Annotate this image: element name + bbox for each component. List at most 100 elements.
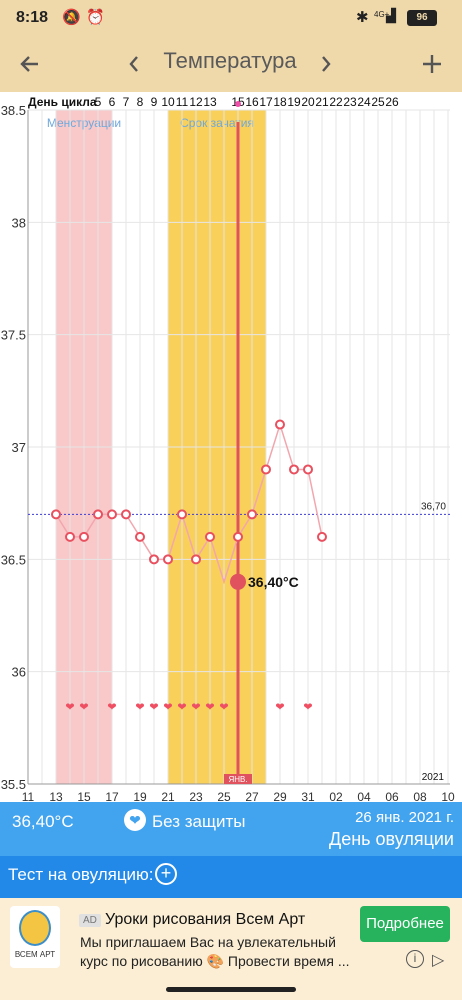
heart-icon: ❤ xyxy=(107,700,116,713)
x-tick-label: 25 xyxy=(217,790,231,802)
cycle-day-label: 17 xyxy=(259,95,273,109)
status-bar: 8:18 🔕 ⏰ ✱ 4G+ ▟ 96 xyxy=(0,0,462,38)
temperature-point xyxy=(317,531,327,542)
cycle-day-label: 11 xyxy=(176,95,189,109)
cycle-day-label: 22 xyxy=(329,95,343,109)
ad-logo-text: ВСЕМ АРТ xyxy=(14,950,56,959)
arrow-left-icon xyxy=(20,56,38,72)
temperature-point xyxy=(177,509,187,520)
heart-icon: ❤ xyxy=(149,700,158,713)
y-tick-label: 37 xyxy=(12,440,26,455)
toolbar: Температура xyxy=(0,38,462,92)
ad-logo: ВСЕМ АРТ xyxy=(10,906,60,968)
x-tick-label: 21 xyxy=(161,790,175,802)
x-tick-label: 02 xyxy=(329,790,343,802)
temperature-chart[interactable]: Менструации Срок зачатия38.53837.53736.53… xyxy=(0,92,462,802)
temperature-point xyxy=(247,509,257,520)
add-button[interactable] xyxy=(416,44,448,84)
temperature-point xyxy=(149,554,159,565)
ad-banner[interactable]: ВСЕМ АРТ AD Уроки рисования Всем Арт Мы … xyxy=(0,898,462,978)
temperature-point xyxy=(65,531,75,542)
ad-body: Мы приглашаем Вас на увлекательный курс … xyxy=(80,934,350,969)
temperature-point xyxy=(121,509,131,520)
selected-point-label: 36,40°C xyxy=(248,574,299,590)
ad-title: Уроки рисования Всем Арт xyxy=(105,911,306,928)
temperature-point xyxy=(51,509,61,520)
cycle-day-header: День цикла xyxy=(28,95,97,109)
cycle-day-label: 26 xyxy=(385,95,399,109)
temperature-point xyxy=(275,419,285,430)
x-tick-label: 17 xyxy=(105,790,119,802)
ad-cta-button[interactable]: Подробнее xyxy=(360,906,450,942)
bluetooth-icon: ✱ xyxy=(356,9,369,26)
navigation-bar xyxy=(0,978,462,1000)
temperature-point xyxy=(205,531,215,542)
heart-icon: ❤ xyxy=(135,700,144,713)
temperature-point xyxy=(163,554,173,565)
temperature-point xyxy=(191,554,201,565)
day-info-bar[interactable]: 36,40°C ❤ Без защиты 26 янв. 2021 г. Ден… xyxy=(0,802,462,856)
signal-icon: ▟ xyxy=(386,8,396,23)
mute-icon: 🔕 xyxy=(62,9,81,26)
ad-tag: AD xyxy=(79,914,101,927)
next-period-button[interactable] xyxy=(312,44,340,84)
x-tick-label: 23 xyxy=(189,790,203,802)
home-indicator[interactable] xyxy=(166,987,296,992)
x-tick-label: 27 xyxy=(245,790,259,802)
x-tick-label: 04 xyxy=(357,790,371,802)
chevron-right-icon xyxy=(322,56,331,72)
heart-icon: ❤ xyxy=(275,700,284,713)
year-label: 2021 xyxy=(422,772,445,783)
prev-period-button[interactable] xyxy=(120,44,148,84)
x-tick-label: 13 xyxy=(49,790,63,802)
y-tick-label: 35.5 xyxy=(1,777,26,792)
selected-point xyxy=(230,573,246,590)
chevron-left-icon xyxy=(129,56,138,72)
cycle-day-label: 9 xyxy=(151,95,158,109)
ad-logo-image xyxy=(19,910,51,946)
cycle-day-label: 13 xyxy=(203,95,217,109)
battery-icon: 96 xyxy=(407,10,437,26)
page-title: Температура xyxy=(163,48,297,73)
heart-icon: ❤ xyxy=(124,809,146,831)
coverline-label: 36,70 xyxy=(421,501,446,512)
y-tick-label: 36.5 xyxy=(1,552,26,567)
temperature-point xyxy=(135,531,145,542)
day-status: День овуляции xyxy=(329,829,454,849)
cycle-day-label: 23 xyxy=(343,95,357,109)
today-dot xyxy=(235,101,241,107)
info-icon[interactable]: i xyxy=(406,950,424,968)
temperature-point xyxy=(93,509,103,520)
temperature-point xyxy=(289,464,299,475)
month-marker-bg xyxy=(224,774,252,784)
heart-icon: ❤ xyxy=(219,700,228,713)
x-tick-label: 08 xyxy=(413,790,427,802)
y-tick-label: 38 xyxy=(12,215,26,230)
adchoices-icon[interactable]: ▷ xyxy=(432,952,445,969)
network-label: 4G+ xyxy=(374,10,390,19)
temperature-point xyxy=(303,464,313,475)
cycle-day-label: 16 xyxy=(245,95,259,109)
status-time: 8:18 xyxy=(16,9,49,26)
temperature-point xyxy=(233,531,243,542)
cycle-day-label: 19 xyxy=(287,95,301,109)
ovulation-test-label: Тест на овуляцию: xyxy=(8,865,154,884)
cycle-day-label: 8 xyxy=(137,95,144,109)
add-test-button[interactable]: + xyxy=(155,863,177,885)
back-button[interactable] xyxy=(12,44,48,84)
cycle-day-label: 5 xyxy=(95,95,102,109)
y-tick-label: 38.5 xyxy=(1,103,26,118)
x-tick-label: 19 xyxy=(133,790,147,802)
y-tick-label: 36 xyxy=(12,665,26,680)
cycle-day-label: 25 xyxy=(371,95,385,109)
x-tick-label: 15 xyxy=(77,790,91,802)
cycle-day-label: 10 xyxy=(161,95,175,109)
heart-icon: ❤ xyxy=(303,700,312,713)
heart-icon: ❤ xyxy=(79,700,88,713)
ovulation-test-bar: Тест на овуляцию: + xyxy=(0,856,462,898)
cycle-day-label: 7 xyxy=(123,95,130,109)
month-marker-label: ЯНВ. xyxy=(228,775,247,784)
cycle-day-label: 18 xyxy=(273,95,287,109)
phase-band-label: Срок зачатия xyxy=(180,116,254,130)
x-tick-label: 29 xyxy=(273,790,287,802)
